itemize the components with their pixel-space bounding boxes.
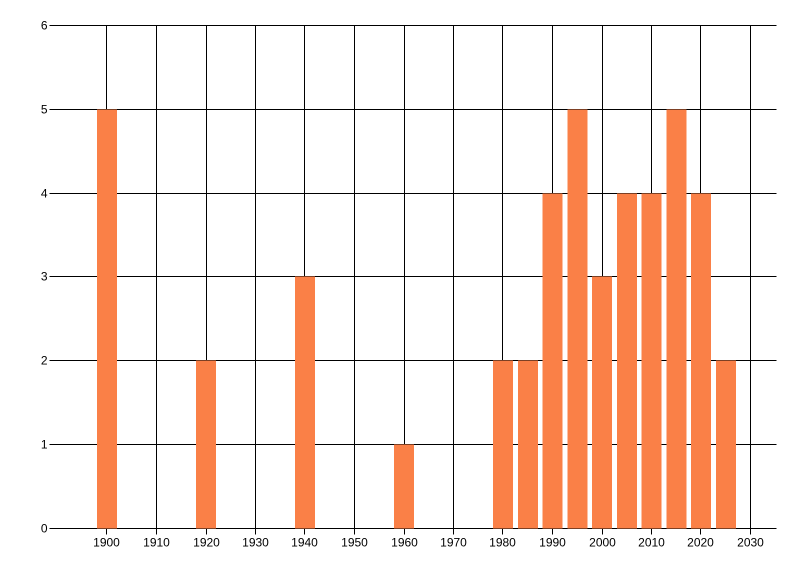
svg-text:6: 6 bbox=[41, 19, 48, 33]
svg-text:4: 4 bbox=[41, 187, 48, 201]
svg-text:2010: 2010 bbox=[638, 536, 665, 550]
svg-text:1930: 1930 bbox=[242, 536, 269, 550]
svg-text:1920: 1920 bbox=[193, 536, 220, 550]
svg-text:3: 3 bbox=[41, 270, 48, 284]
svg-text:1980: 1980 bbox=[489, 536, 516, 550]
svg-text:5: 5 bbox=[41, 103, 48, 117]
svg-text:2020: 2020 bbox=[687, 536, 714, 550]
svg-text:2: 2 bbox=[41, 354, 48, 368]
svg-text:1: 1 bbox=[41, 438, 48, 452]
svg-text:1970: 1970 bbox=[440, 536, 467, 550]
svg-text:1940: 1940 bbox=[291, 536, 318, 550]
svg-text:1960: 1960 bbox=[391, 536, 418, 550]
svg-text:1990: 1990 bbox=[539, 536, 566, 550]
svg-text:2000: 2000 bbox=[589, 536, 616, 550]
svg-text:0: 0 bbox=[41, 522, 48, 536]
svg-text:2030: 2030 bbox=[737, 536, 764, 550]
svg-text:1950: 1950 bbox=[341, 536, 368, 550]
svg-text:1910: 1910 bbox=[143, 536, 170, 550]
svg-text:1900: 1900 bbox=[93, 536, 120, 550]
